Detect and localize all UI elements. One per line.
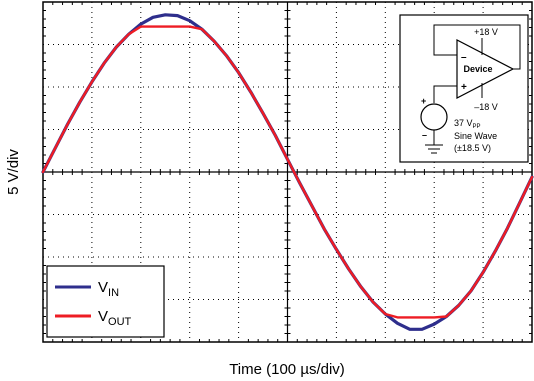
input-wire xyxy=(433,85,457,103)
sine-source-icon xyxy=(420,103,448,131)
source-amplitude-main: 37 V xyxy=(454,118,473,128)
source-amplitude-label: 37 VPP xyxy=(454,118,481,130)
y-axis-label: 5 V/div xyxy=(5,149,22,195)
supply-pos-label: +18 V xyxy=(474,27,498,37)
source-minus-sign: – xyxy=(422,130,427,140)
legend: VIN VOUT xyxy=(46,265,165,338)
series-line-vout xyxy=(41,25,534,319)
input-minus-sign: – xyxy=(461,52,467,63)
legend-vout-sub: OUT xyxy=(108,316,132,328)
feedback-wire xyxy=(433,24,521,70)
legend-vin-sub: IN xyxy=(108,287,119,299)
source-amplitude-sub: PP xyxy=(473,124,481,130)
source-range-label: (±18.5 V) xyxy=(454,143,491,153)
legend-label-vout: VOUT xyxy=(98,308,132,328)
x-axis-label: Time (100 µs/div) xyxy=(229,361,345,378)
source-waveform-label: Sine Wave xyxy=(454,131,497,141)
supply-neg-label: –18 V xyxy=(474,102,498,112)
legend-vout-main: V xyxy=(98,308,108,325)
opamp-triangle-icon xyxy=(456,39,515,99)
center-axes xyxy=(43,2,532,342)
inset-schematic: Device +18 V –18 V – + + – 37 VPP Sine W… xyxy=(399,14,529,163)
source-plus-sign: + xyxy=(421,96,426,106)
device-label: Device xyxy=(463,64,492,74)
legend-label-vin: VIN xyxy=(98,279,119,299)
legend-box xyxy=(46,265,165,338)
series-layer xyxy=(41,13,534,331)
input-plus-sign: + xyxy=(461,82,467,93)
legend-vin-main: V xyxy=(98,279,108,296)
